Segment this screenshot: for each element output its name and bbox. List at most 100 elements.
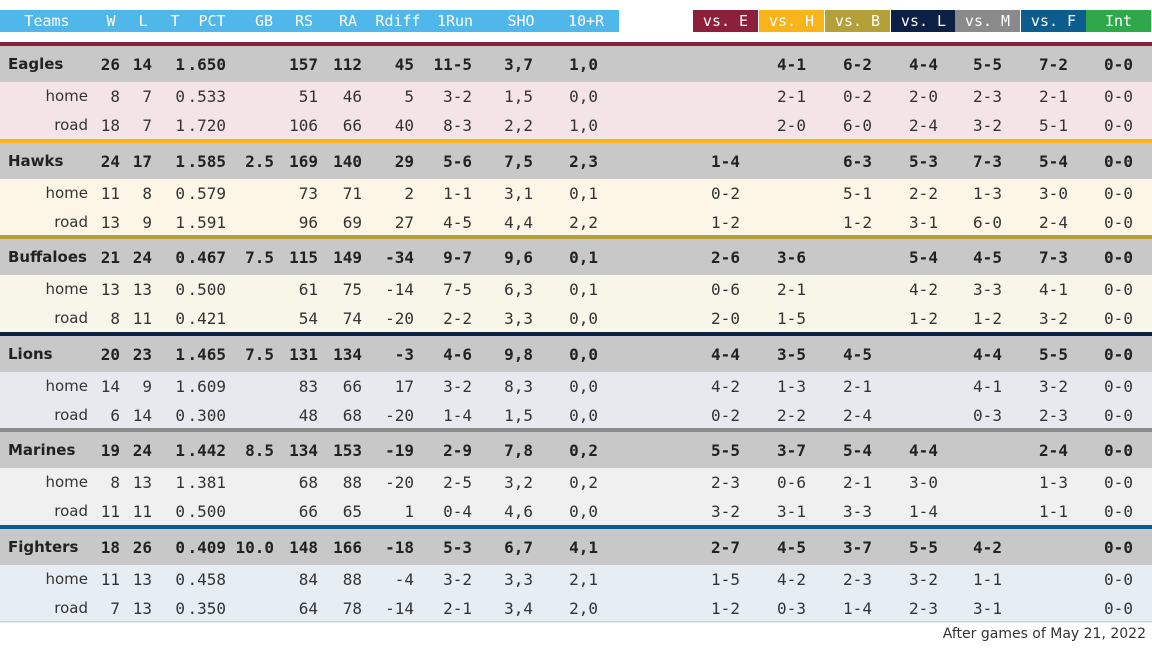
cell-vs-0: 0-2 (711, 405, 740, 425)
cell-rdiff: 45 (394, 55, 414, 74)
column-header-rdiff: Rdiff (375, 12, 421, 30)
column-header-sho: SHO (507, 12, 535, 30)
team-row: Marines 19 24 1.442 8.5 134 153 -19 2-9 7,8 0,2 5-5… (0, 432, 1152, 468)
cell-l: 14 (132, 405, 152, 425)
cell-l: 13 (132, 473, 152, 492)
cell-w: 7 (110, 598, 120, 618)
cell-vs-1: 3-1 (777, 501, 806, 521)
cell-tenr: 0,0 (569, 501, 598, 521)
cell-onerun: 3-2 (443, 87, 472, 106)
cell-l: 7 (142, 115, 152, 135)
cell-vs-4: 2-3 (973, 87, 1002, 106)
cell-t: 1 (175, 212, 185, 232)
cell-rs: 66 (298, 501, 318, 521)
cell-tenr: 1,0 (569, 115, 598, 135)
cell-w: 14 (100, 377, 120, 396)
split-label: road (54, 598, 88, 617)
cell-l: 14 (132, 55, 152, 74)
cell-sho: 8,3 (504, 377, 533, 396)
cell-sho: 6,3 (504, 280, 533, 299)
column-header-vs-l: vs. L (891, 10, 956, 32)
cell-gb: 7.5 (245, 345, 274, 364)
cell-vs-3: 2-3 (909, 598, 938, 618)
column-header-vs-m: vs. M (955, 10, 1020, 32)
cell-sho: 3,1 (504, 184, 533, 203)
cell-tenr: 0,0 (569, 345, 598, 364)
cell-rs: 157 (289, 55, 318, 74)
cell-onerun: 0-4 (443, 501, 472, 521)
cell-vs-6: 0-0 (1104, 212, 1133, 232)
cell-onerun: 3-2 (443, 570, 472, 589)
team-accent-bar (0, 525, 1152, 529)
cell-ra: 88 (342, 473, 362, 492)
cell-vs-6: 0-0 (1104, 248, 1133, 267)
split-row-road: road 6 14 0.300 48 68 -20 1-4 1,5 0,0 0-2 2-2 2-4 0-3… (0, 400, 1152, 430)
cell-rdiff: -18 (385, 538, 414, 557)
cell-rs: 61 (298, 280, 318, 299)
cell-vs-5: 3-2 (1039, 377, 1068, 396)
cell-vs-3: 4-4 (909, 441, 938, 460)
split-row-home: home 8 13 1.381 68 88 -20 2-5 3,2 0,2 2-3 0-6 2-1 3-0… (0, 468, 1152, 497)
cell-vs-6: 0-0 (1104, 345, 1133, 364)
cell-onerun: 4-6 (443, 345, 472, 364)
cell-vs-2: 1-2 (843, 212, 872, 232)
cell-vs-4: 5-5 (973, 55, 1002, 74)
cell-vs-4: 4-2 (973, 538, 1002, 557)
cell-vs-3: 4-4 (909, 55, 938, 74)
split-label: home (45, 570, 88, 588)
split-label: road (54, 115, 88, 134)
cell-t: 1 (175, 473, 185, 492)
cell-vs-3: 5-3 (909, 152, 938, 171)
cell-vs-0: 0-2 (711, 184, 740, 203)
cell-rs: 169 (289, 152, 318, 171)
cell-tenr: 0,0 (569, 87, 598, 106)
team-block-hawks: Hawks 24 17 1.585 2.5 169 140 29 5-6 7,5 2,3 1-4 6-3… (0, 139, 1152, 237)
cell-vs-2: 6-2 (843, 55, 872, 74)
cell-pct: .720 (187, 115, 226, 135)
cell-pct: .500 (187, 501, 226, 521)
cell-vs-5: 1-1 (1039, 501, 1068, 521)
cell-vs-6: 0-0 (1104, 184, 1133, 203)
team-accent-bar (0, 332, 1152, 336)
cell-onerun: 1-4 (443, 405, 472, 425)
cell-ra: 66 (342, 377, 362, 396)
cell-w: 19 (100, 441, 120, 460)
cell-l: 13 (132, 280, 152, 299)
cell-vs-5: 2-4 (1039, 212, 1068, 232)
cell-vs-6: 0-0 (1104, 87, 1133, 106)
cell-vs-5: 7-3 (1039, 248, 1068, 267)
cell-rdiff: 29 (394, 152, 414, 171)
cell-rdiff: 27 (394, 212, 414, 232)
cell-onerun: 9-7 (443, 248, 472, 267)
cell-vs-5: 7-2 (1039, 55, 1068, 74)
cell-tenr: 4,1 (569, 538, 598, 557)
cell-vs-6: 0-0 (1104, 377, 1133, 396)
cell-pct: .350 (187, 598, 226, 618)
cell-rdiff: 1 (404, 501, 414, 521)
split-row-road: road 13 9 1.591 96 69 27 4-5 4,4 2,2 1-2 1-2 3-1 6-0 2… (0, 207, 1152, 237)
cell-onerun: 2-2 (443, 308, 472, 328)
cell-ra: 149 (333, 248, 362, 267)
cell-vs-1: 4-1 (777, 55, 806, 74)
split-row-home: home 11 8 0.579 73 71 2 1-1 3,1 0,1 0-2 5-1 2-2 1-3 3-… (0, 179, 1152, 208)
cell-t: 0 (175, 280, 185, 299)
cell-t: 1 (175, 152, 185, 171)
cell-tenr: 2,1 (569, 570, 598, 589)
cell-vs-4: 1-2 (973, 308, 1002, 328)
cell-t: 1 (175, 441, 185, 460)
cell-l: 24 (132, 248, 152, 267)
column-header-gb: GB (254, 12, 274, 30)
cell-tenr: 0,1 (569, 248, 598, 267)
team-block-lions: Lions 20 23 1.465 7.5 131 134 -3 4-6 9,8 0,0 4-4 3-5… (0, 332, 1152, 430)
cell-vs-3: 1-4 (909, 501, 938, 521)
cell-sho: 1,5 (504, 87, 533, 106)
cell-vs-1: 3-7 (777, 441, 806, 460)
cell-t: 1 (175, 377, 185, 396)
split-label: home (45, 280, 88, 298)
cell-vs-6: 0-0 (1104, 152, 1133, 171)
cell-vs-1: 2-1 (777, 87, 806, 106)
cell-vs-4: 3-1 (973, 598, 1002, 618)
column-header-1run: 1Run (436, 12, 474, 30)
cell-rs: 134 (289, 441, 318, 460)
cell-w: 20 (100, 345, 120, 364)
